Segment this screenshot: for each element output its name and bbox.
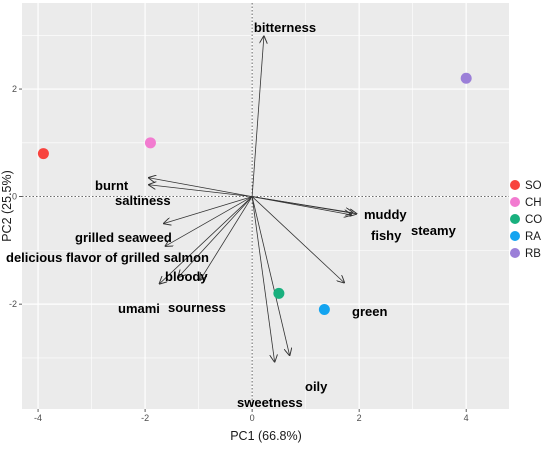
legend-key-rb [510,248,520,258]
vector-label-oily: oily [305,379,328,394]
y-tick-label: 2 [12,84,17,94]
y-tick-label: -2 [9,299,17,309]
vector-arrow-grilled-seaweed [164,196,253,224]
vector-label-grilled-seaweed: grilled seaweed [75,230,172,245]
plot-panel [22,3,509,409]
y-axis-title: PC2 (25.5%) [0,170,14,242]
x-axis-title: PC1 (66.8%) [230,429,302,443]
vector-label-steamy: steamy [411,223,457,238]
y-tick-label: 0 [12,192,17,202]
legend-key-ra [510,231,520,241]
vector-arrow-saltiness [149,185,253,197]
vector-label-delicious-flavor-of-grilled-salmon: delicious flavor of grilled salmon [6,250,209,265]
vector-arrow-umami [178,196,253,278]
vector-label-green: green [352,304,387,319]
x-tick-label: 0 [250,413,255,423]
vector-label-fishy: fishy [371,228,402,243]
vector-label-bitterness: bitterness [254,20,316,35]
legend-key-co [510,214,520,224]
vector-arrow-delicious-flavor-of-grilled-salmon [165,196,253,246]
legend-label-rb: RB [525,248,541,260]
legend-label-ch: CH [525,197,542,209]
vector-arrow-sweetness [251,196,274,362]
legend-label-so: SO [525,180,542,192]
x-tick-label: -4 [34,413,42,423]
legend-key-ch [510,197,520,207]
point-co [273,287,285,299]
vector-label-sourness: sourness [168,300,226,315]
vector-label-muddy: muddy [364,207,407,222]
legend-key-so [510,180,520,190]
vector-label-saltiness: saltiness [115,193,171,208]
x-tick-label: 2 [357,413,362,423]
vector-arrow-steamy [252,196,353,213]
vector-label-umami: umami [118,301,160,316]
vector-arrow-oily [251,196,289,356]
vector-label-burnt: burnt [95,178,129,193]
point-rb [460,72,472,84]
x-tick-label: 4 [464,413,469,423]
vector-arrow-bloody [160,196,253,284]
vector-label-bloody: bloody [165,269,208,284]
vector-arrow-burnt [149,178,253,197]
point-ch [144,137,156,149]
vector-arrow-sourness [200,196,253,280]
vector-arrow-bitterness [251,36,264,197]
legend: SO CH CO RA RB [510,180,542,260]
vector-label-sweetness: sweetness [237,395,303,410]
x-tick-label: -2 [141,413,149,423]
legend-label-co: CO [525,214,542,226]
vector-arrow-green [251,196,344,283]
point-ra [318,304,330,316]
legend-label-ra: RA [525,231,541,243]
point-so [37,148,49,160]
